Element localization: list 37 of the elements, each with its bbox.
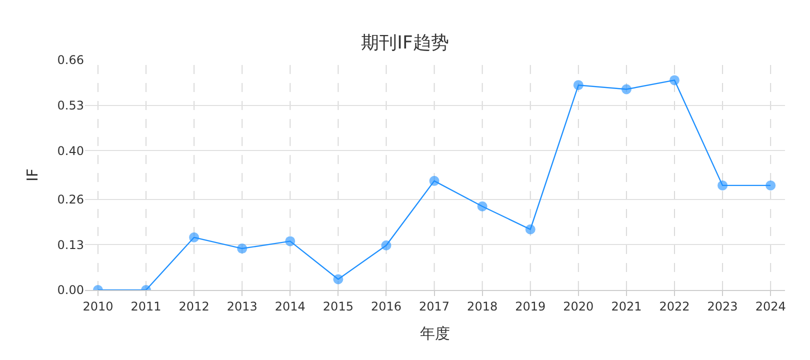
x-tick-label: 2013 [226,299,258,314]
point [525,224,536,234]
y-tick-label: 0.13 [57,238,84,252]
x-tick-label: 2024 [755,299,786,314]
point [573,80,584,90]
x-tick-label: 2022 [659,299,690,314]
x-tick-label: 2019 [515,299,546,314]
point [670,75,680,86]
x-tick-label: 2021 [611,299,642,314]
point [381,240,392,250]
x-tick-label: 2014 [274,299,306,314]
x-tick-label: 2010 [82,299,114,314]
y-tick-label: 0.66 [57,53,84,68]
x-axis-title: 年度 [420,324,450,342]
x-tick-label: 2011 [130,299,162,314]
x-tick-label: 2012 [178,299,210,314]
x-tick-label: 2016 [370,299,402,314]
point [477,201,488,212]
point [429,176,440,186]
x-tick-label: 2018 [467,299,498,314]
point [621,84,632,94]
chart-title: 期刊IF趋势 [361,32,449,54]
x-tick-label: 2023 [707,299,738,314]
y-tick-label: 0.26 [57,192,84,207]
y-tick-label: 0.53 [57,98,84,112]
point [237,244,248,254]
x-tick-label: 2017 [419,299,450,314]
y-tick-label: 0.40 [57,144,84,158]
y-axis-title: IF [24,168,42,182]
point [718,180,728,190]
point [285,236,296,246]
point [189,232,200,242]
y-tick-label: 0.00 [57,283,84,298]
point [333,274,344,284]
x-tick-label: 2020 [563,299,594,314]
point [766,180,776,190]
x-tick-label: 2015 [322,299,354,314]
